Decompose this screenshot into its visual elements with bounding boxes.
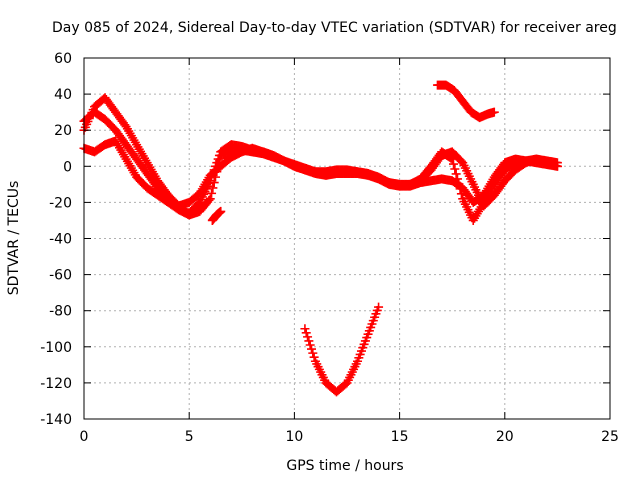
data-point-marker: [213, 161, 223, 171]
tick-layer: 0 5 10 15 20 25 -140 -120 -100 -80 -60 -40 -20 0 20 40 6…: [40, 51, 619, 445]
x-axis-label: GPS time / hours: [286, 458, 403, 474]
chart-title: Day 085 of 2024, Sidereal Day-to-day VTE…: [52, 20, 617, 36]
data-point-marker: [450, 164, 460, 174]
y-tick-label: -120: [40, 376, 72, 392]
data-point-marker: [454, 179, 464, 189]
data-point-marker: [374, 302, 384, 312]
y-tick-label: 20: [54, 123, 72, 139]
data-point-marker: [455, 184, 465, 194]
data-point-marker: [208, 183, 218, 193]
data-point-marker: [451, 169, 461, 179]
data-point-marker: [489, 107, 499, 117]
y-tick-label: -80: [49, 304, 72, 320]
y-tick-label: -100: [40, 340, 72, 356]
data-point-marker: [214, 156, 224, 166]
data-point-marker: [301, 328, 311, 338]
data-point-marker: [452, 174, 462, 184]
data-point-marker: [456, 189, 466, 199]
series-arc-d: [432, 80, 499, 123]
data-point-marker: [205, 194, 215, 204]
data-point-marker: [309, 352, 319, 362]
data-point-marker: [207, 188, 217, 198]
data-point-marker: [216, 206, 226, 216]
data-point-marker: [204, 195, 214, 205]
data-point-marker: [211, 172, 220, 182]
x-tick-label: 20: [496, 429, 514, 445]
data-point-marker: [306, 344, 316, 354]
data-point-marker: [209, 178, 219, 188]
series-arc-f: [300, 302, 384, 397]
data-point-marker: [300, 324, 310, 334]
y-tick-label: -20: [49, 195, 72, 211]
data-point-marker: [303, 332, 313, 342]
data-point-marker: [304, 336, 314, 346]
x-tick-label: 10: [285, 429, 303, 445]
x-tick-label: 5: [185, 429, 194, 445]
data-layer: [79, 80, 562, 397]
y-tick-label: -140: [40, 412, 72, 428]
x-tick-label: 25: [601, 429, 619, 445]
grid-layer: [84, 58, 610, 419]
data-point-marker: [212, 167, 222, 177]
y-tick-label: -40: [49, 232, 72, 248]
y-tick-label: 60: [54, 51, 72, 67]
data-point-marker: [447, 154, 457, 164]
data-point-marker: [446, 153, 456, 163]
data-point-marker: [552, 158, 562, 168]
y-axis-label: SDTVAR / TECUs: [6, 181, 22, 296]
data-point-marker: [449, 159, 459, 169]
x-tick-label: 15: [391, 429, 409, 445]
y-tick-label: -60: [49, 268, 72, 284]
y-tick-label: 0: [63, 159, 72, 175]
data-point-marker: [305, 340, 315, 350]
x-tick-label: 0: [80, 429, 89, 445]
data-point-marker: [308, 348, 318, 358]
y-tick-label: 40: [54, 87, 72, 103]
series-arc-e: [207, 206, 226, 225]
